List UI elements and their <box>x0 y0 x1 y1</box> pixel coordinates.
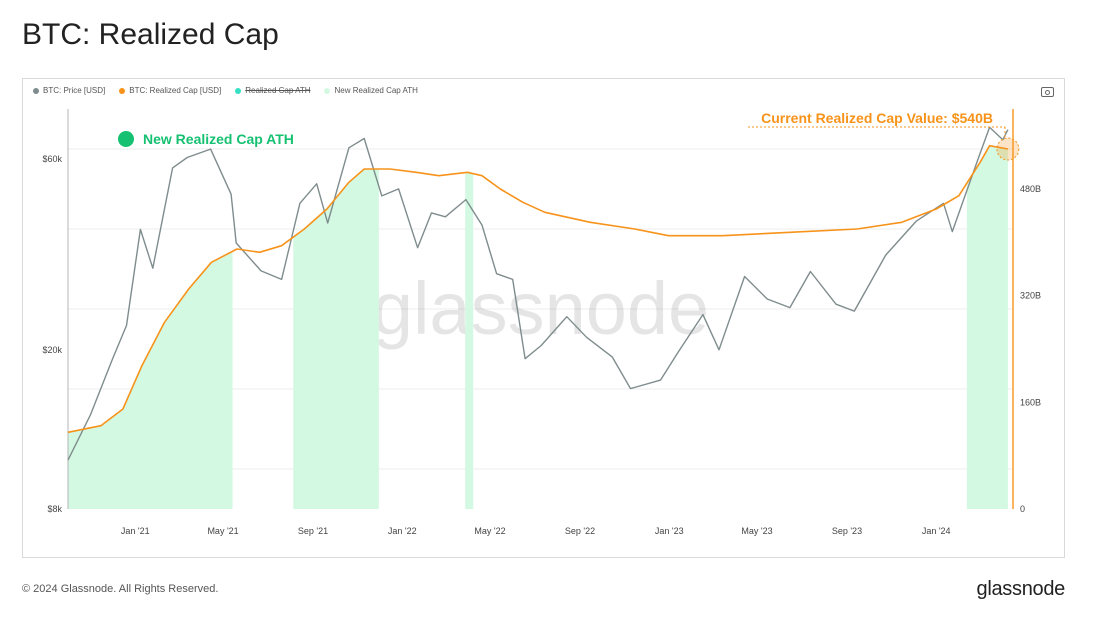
x-tick-label: Jan '21 <box>121 526 150 536</box>
watermark: glassnode <box>372 267 709 350</box>
x-tick-label: May '23 <box>741 526 772 536</box>
x-tick-label: Sep '22 <box>565 526 595 536</box>
copyright-text: © 2024 Glassnode. All Rights Reserved. <box>22 583 219 595</box>
chart-panel: BTC: Price [USD] BTC: Realized Cap [USD] R… <box>22 78 1065 558</box>
legend-item[interactable]: BTC: Price [USD] <box>33 86 105 95</box>
y-right-tick-label: 0 <box>1020 504 1025 514</box>
legend-label: Realized Cap ATH <box>245 86 311 95</box>
y-left-tick-label: $8k <box>47 504 62 514</box>
y-right-tick-label: 160B <box>1020 397 1041 407</box>
legend-item[interactable]: BTC: Realized Cap [USD] <box>119 86 221 95</box>
price-series-line <box>67 126 1009 461</box>
chart-plot: glassnode $8k $20k $60k 0 160B 320B 480B Jan '21… <box>42 109 1041 536</box>
legend-swatch <box>33 87 39 94</box>
ath-shaded-area <box>465 172 474 510</box>
current-value-label: Current Realized Cap Value: $540B <box>761 110 993 126</box>
camera-icon[interactable] <box>1041 87 1054 97</box>
ath-shaded-area <box>293 169 379 509</box>
x-tick-label: Sep '23 <box>832 526 862 536</box>
glassnode-logo[interactable]: glassnode <box>976 578 1066 600</box>
x-tick-label: May '22 <box>474 526 505 536</box>
page-title: BTC: Realized Cap <box>22 18 279 51</box>
x-tick-label: Jan '24 <box>922 526 951 536</box>
y-left-tick-label: $60k <box>42 154 62 164</box>
legend-item[interactable]: Realized Cap ATH <box>235 86 310 95</box>
y-right-tick-label: 480B <box>1020 184 1041 194</box>
ath-shaded-area <box>68 251 233 510</box>
y-right-tick-label: 320B <box>1020 291 1041 301</box>
legend-swatch <box>119 87 126 94</box>
chart-legend: BTC: Price [USD] BTC: Realized Cap [USD] R… <box>33 86 418 95</box>
y-left-tick-label: $20k <box>42 345 62 355</box>
legend-item[interactable]: New Realized Cap ATH <box>324 86 418 95</box>
current-value-marker <box>996 137 1020 161</box>
legend-label: BTC: Price [USD] <box>43 86 106 95</box>
ath-shaded-area <box>966 145 1008 510</box>
realized-cap-series-line <box>67 144 1009 434</box>
x-tick-label: May '21 <box>207 526 238 536</box>
x-tick-label: Jan '23 <box>655 526 684 536</box>
x-tick-label: Sep '21 <box>298 526 328 536</box>
ath-badge-dot <box>118 131 134 147</box>
legend-swatch <box>235 87 242 94</box>
legend-label: New Realized Cap ATH <box>334 86 418 95</box>
legend-label: BTC: Realized Cap [USD] <box>129 86 222 95</box>
legend-swatch <box>324 87 331 94</box>
ath-badge-label: New Realized Cap ATH <box>143 131 294 147</box>
x-tick-label: Jan '22 <box>388 526 417 536</box>
